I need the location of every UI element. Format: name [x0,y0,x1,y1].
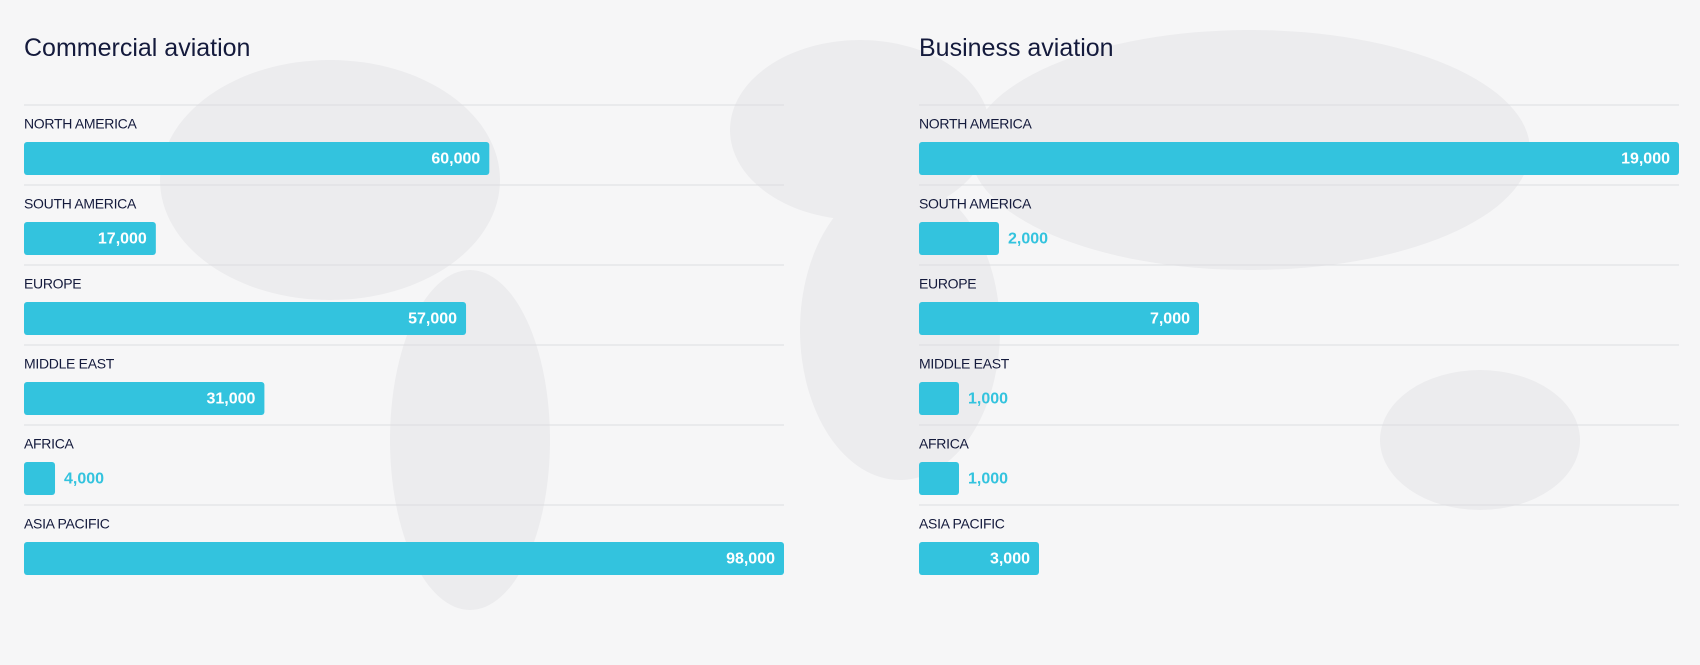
category-label: NORTH AMERICA [24,116,137,132]
value-label: 98,000 [726,551,775,568]
category-label: ASIA PACIFIC [24,516,110,532]
bar [24,382,265,415]
category-label: MIDDLE EAST [24,356,115,372]
category-label: ASIA PACIFIC [919,516,1005,532]
category-label: NORTH AMERICA [919,116,1032,132]
category-label: AFRICA [24,436,75,452]
category-label: SOUTH AMERICA [919,196,1032,212]
value-label: 4,000 [64,471,104,488]
chart-title: Business aviation [919,34,1114,62]
category-label: EUROPE [24,276,81,292]
bar [919,302,1199,335]
world-map-background [160,30,1580,610]
bar [24,302,467,335]
value-label: 19,000 [1621,151,1670,168]
value-label: 57,000 [408,311,457,328]
category-label: EUROPE [919,276,976,292]
value-label: 1,000 [968,471,1008,488]
category-label: AFRICA [919,436,970,452]
bar [919,382,959,415]
bar [919,542,1039,575]
bar [24,462,56,495]
bar [919,142,1679,175]
bar [24,222,156,255]
category-label: MIDDLE EAST [919,356,1010,372]
value-label: 3,000 [990,551,1030,568]
bar [24,142,490,175]
value-label: 1,000 [968,391,1008,408]
chart-title: Commercial aviation [24,34,250,62]
value-label: 17,000 [98,231,147,248]
bar [919,462,959,495]
value-label: 2,000 [1008,231,1048,248]
category-label: SOUTH AMERICA [24,196,137,212]
bar [24,542,784,575]
value-label: 7,000 [1150,311,1190,328]
value-label: 60,000 [431,151,480,168]
value-label: 31,000 [206,391,255,408]
bar [919,222,999,255]
